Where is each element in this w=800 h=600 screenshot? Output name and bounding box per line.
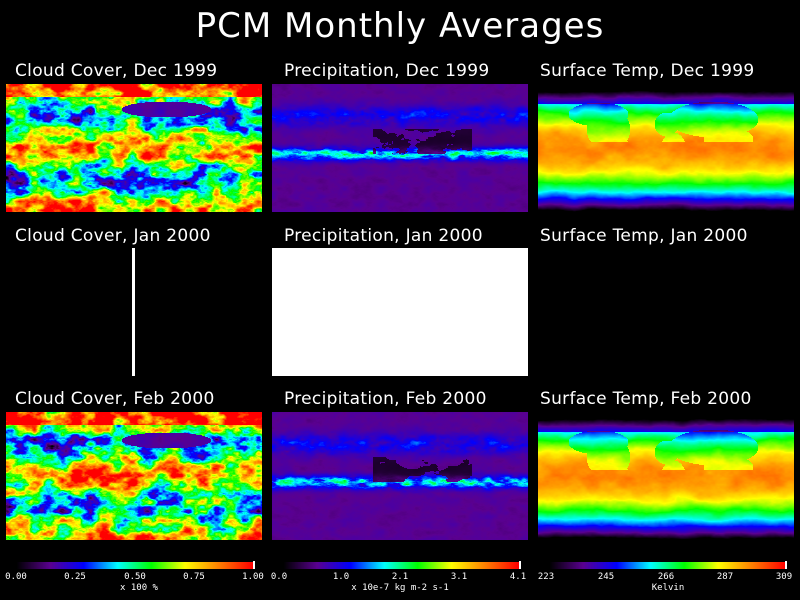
map-cloud-cover-dec1999 — [6, 84, 262, 212]
map-precipitation-feb2000 — [272, 412, 528, 540]
colorbar-precip-tick-4: 4.1 — [509, 572, 527, 582]
colorbar-temp-units: Kelvin — [651, 583, 685, 593]
panel-title-temp-jan2000: Surface Temp, Jan 2000 — [540, 226, 748, 246]
colorbar-temp-tick-0: 223 — [537, 572, 555, 582]
colorbar-temp-tick-4: 309 — [775, 572, 793, 582]
colorbar-temp-end-tick — [785, 561, 787, 569]
colorbar-cloud-tick-3: 0.75 — [183, 572, 205, 582]
colorbar-surface-temp — [549, 562, 786, 569]
colorbar-precip-tick-3: 3.1 — [450, 572, 468, 582]
map-precipitation-jan2000-fill — [272, 248, 528, 376]
colorbar-precip-units: x 10e-7 kg m-2 s-1 — [351, 583, 449, 593]
colorbar-precipitation — [283, 562, 519, 569]
colorbar-precip-tick-0: 0.0 — [270, 572, 288, 582]
colorbar-temp-tick-2: 266 — [657, 572, 675, 582]
colorbar-precip-tick-1: 1.0 — [332, 572, 350, 582]
map-cloud-cover-jan2000-line — [132, 248, 135, 376]
map-cloud-cover-feb2000 — [6, 412, 262, 540]
map-surface-temp-jan2000-empty — [538, 248, 794, 376]
panel-title-precip-jan2000: Precipitation, Jan 2000 — [284, 226, 483, 246]
colorbar-cloud-tick-2: 0.50 — [124, 572, 146, 582]
colorbar-cloud-units: x 100 % — [120, 583, 158, 593]
panel-title-cloud-feb2000: Cloud Cover, Feb 2000 — [15, 389, 215, 409]
colorbar-cloud-tick-4: 1.00 — [242, 572, 264, 582]
panel-title-precip-feb2000: Precipitation, Feb 2000 — [284, 389, 487, 409]
colorbar-cloud-cover — [16, 562, 253, 569]
page-title: PCM Monthly Averages — [195, 6, 605, 46]
map-precipitation-dec1999 — [272, 84, 528, 212]
colorbar-precip-tick-2: 2.1 — [391, 572, 409, 582]
colorbar-temp-tick-3: 287 — [716, 572, 734, 582]
colorbar-precip-end-tick — [519, 561, 521, 569]
map-surface-temp-feb2000 — [538, 412, 794, 540]
panel-title-temp-feb2000: Surface Temp, Feb 2000 — [540, 389, 752, 409]
colorbar-temp-tick-1: 245 — [597, 572, 615, 582]
colorbar-cloud-end-tick — [253, 561, 255, 569]
panel-title-cloud-dec1999: Cloud Cover, Dec 1999 — [15, 61, 218, 81]
map-surface-temp-dec1999 — [538, 84, 794, 212]
panel-title-precip-dec1999: Precipitation, Dec 1999 — [284, 61, 490, 81]
colorbar-cloud-tick-1: 0.25 — [64, 572, 86, 582]
colorbar-cloud-tick-0: 0.00 — [5, 572, 27, 582]
panel-title-temp-dec1999: Surface Temp, Dec 1999 — [540, 61, 755, 81]
panel-title-cloud-jan2000: Cloud Cover, Jan 2000 — [15, 226, 211, 246]
